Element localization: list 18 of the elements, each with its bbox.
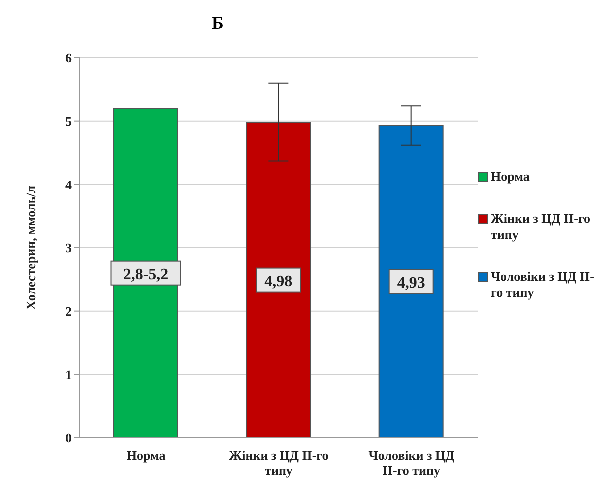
data-label: 2,8-5,2 [123, 266, 169, 284]
x-tick-label: Чоловіки з ЦД ІІ-го типу [368, 448, 455, 478]
y-tick-label: 3 [66, 240, 72, 256]
y-tick-label: 6 [66, 50, 72, 66]
x-tick-label: Жінки з ЦД ІІ-го типу [229, 448, 329, 478]
y-tick-label: 4 [66, 177, 72, 192]
x-tick-label: Норма [126, 448, 166, 463]
y-tick-label: 1 [66, 367, 72, 382]
legend-label: Жінки з ЦД ІІ-го типу [491, 211, 592, 243]
y-tick-label: 5 [66, 114, 72, 129]
y-tick-label: 0 [66, 430, 72, 446]
legend-label: Норма [491, 169, 530, 185]
legend-label: Чоловіки з ЦД ІІ-го типу [491, 269, 596, 301]
chart-title: Б [211, 13, 225, 34]
data-label: 4,93 [397, 274, 426, 292]
y-tick-label: 2 [66, 304, 72, 319]
data-label: 4,98 [264, 273, 293, 290]
y-axis-title: Холестерин, ммоль/л [24, 186, 39, 310]
